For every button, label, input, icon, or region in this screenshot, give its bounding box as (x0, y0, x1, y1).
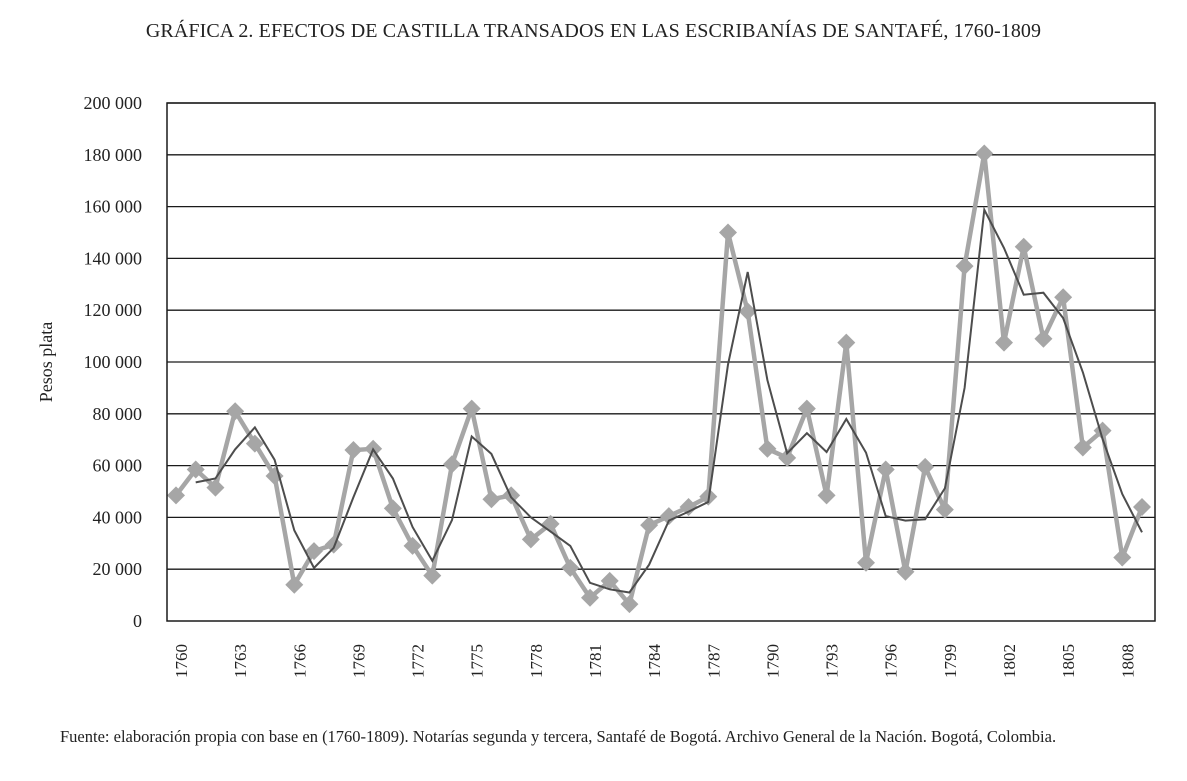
data-point-diamond (1054, 288, 1073, 307)
y-tick-label: 60 000 (93, 456, 143, 476)
data-point-diamond (581, 588, 599, 607)
x-tick-label: 1802 (1000, 644, 1019, 678)
data-point-diamond (462, 399, 481, 418)
data-point-diamond (817, 486, 836, 505)
series-main-line (174, 153, 1145, 610)
data-point-diamond (640, 516, 659, 535)
x-tick-label: 1796 (882, 644, 901, 678)
data-point-diamond (482, 490, 501, 509)
x-tick-label: 1799 (941, 644, 960, 678)
data-point-diamond (797, 399, 816, 418)
y-tick-label: 200 000 (84, 93, 143, 113)
data-point-diamond (324, 535, 343, 554)
data-point-diamond (738, 302, 757, 321)
y-axis-ticks: 0 20 000 40 000 60 000 80 000 100 000 120 000 1… (84, 93, 143, 631)
data-point-diamond (1014, 237, 1033, 256)
data-point-diamond (955, 257, 974, 276)
plot-frame (166, 102, 1156, 622)
data-point-diamond (1133, 498, 1151, 517)
data-point-diamond (521, 530, 540, 549)
x-tick-label: 1781 (586, 644, 605, 678)
data-point-diamond (285, 575, 304, 594)
data-point-diamond (719, 223, 737, 242)
y-tick-label: 180 000 (84, 145, 143, 165)
data-point-diamond (423, 566, 442, 585)
series-moving-average (195, 206, 1143, 594)
y-tick-label: 80 000 (93, 404, 143, 424)
data-point-diamond (1113, 548, 1132, 567)
x-tick-label: 1772 (409, 644, 428, 678)
y-tick-label: 100 000 (84, 352, 143, 372)
x-tick-label: 1769 (349, 644, 368, 678)
y-tick-label: 160 000 (84, 197, 143, 217)
data-point-diamond (679, 498, 698, 517)
y-tick-label: 120 000 (84, 300, 143, 320)
x-tick-label: 1793 (823, 644, 842, 678)
x-tick-label: 1808 (1118, 644, 1137, 678)
data-point-diamond (167, 486, 185, 505)
x-tick-label: 1784 (645, 644, 664, 679)
data-point-diamond (561, 558, 580, 577)
y-tick-label: 40 000 (93, 507, 143, 527)
data-point-diamond (305, 542, 323, 561)
data-point-diamond (837, 333, 856, 352)
x-tick-label: 1766 (290, 644, 309, 678)
data-point-diamond (443, 455, 461, 474)
x-tick-label: 1775 (468, 644, 487, 678)
x-tick-label: 1805 (1059, 644, 1078, 678)
data-point-diamond (896, 562, 915, 581)
data-point-diamond (659, 507, 678, 526)
data-point-diamond (206, 478, 225, 497)
series-main (167, 144, 1151, 614)
data-point-diamond (1073, 438, 1092, 457)
data-point-diamond (995, 333, 1013, 352)
chart-title: GRÁFICA 2. EFECTOS DE CASTILLA TRANSADOS… (145, 20, 1042, 42)
data-point-diamond (600, 571, 619, 590)
data-point-diamond (935, 500, 954, 519)
data-point-diamond (245, 434, 264, 453)
x-tick-label: 1790 (763, 644, 782, 678)
data-point-diamond (403, 536, 422, 555)
source-note: Fuente: elaboración propia con base en (… (60, 727, 1057, 746)
x-tick-label: 1778 (527, 644, 546, 678)
data-point-diamond (344, 441, 363, 460)
series-layer (167, 144, 1151, 614)
data-point-diamond (876, 460, 895, 479)
x-tick-label: 1760 (172, 644, 191, 678)
x-axis-ticks: 1760 1763 1766 1769 1772 1775 1778 1781 1784 1787… (172, 644, 1137, 679)
data-point-diamond (975, 144, 994, 163)
chart: 0 20 000 40 000 60 000 80 000 100 000 120 000 1… (36, 93, 1156, 679)
data-point-diamond (758, 439, 777, 458)
y-tick-label: 20 000 (93, 559, 143, 579)
data-point-diamond (857, 553, 875, 572)
data-point-diamond (383, 499, 402, 518)
data-point-diamond (916, 457, 935, 476)
data-point-diamond (778, 448, 797, 467)
data-point-diamond (1034, 329, 1053, 348)
x-tick-label: 1763 (231, 644, 250, 678)
data-point-diamond (226, 402, 245, 421)
y-tick-label: 140 000 (84, 248, 143, 268)
y-axis-label: Pesos plata (36, 322, 56, 403)
x-tick-label: 1787 (704, 644, 723, 679)
data-point-diamond (186, 460, 205, 479)
series-moving-average-line (195, 206, 1143, 594)
data-point-diamond (265, 466, 284, 485)
y-tick-label: 0 (133, 611, 142, 631)
data-point-diamond (620, 595, 639, 614)
